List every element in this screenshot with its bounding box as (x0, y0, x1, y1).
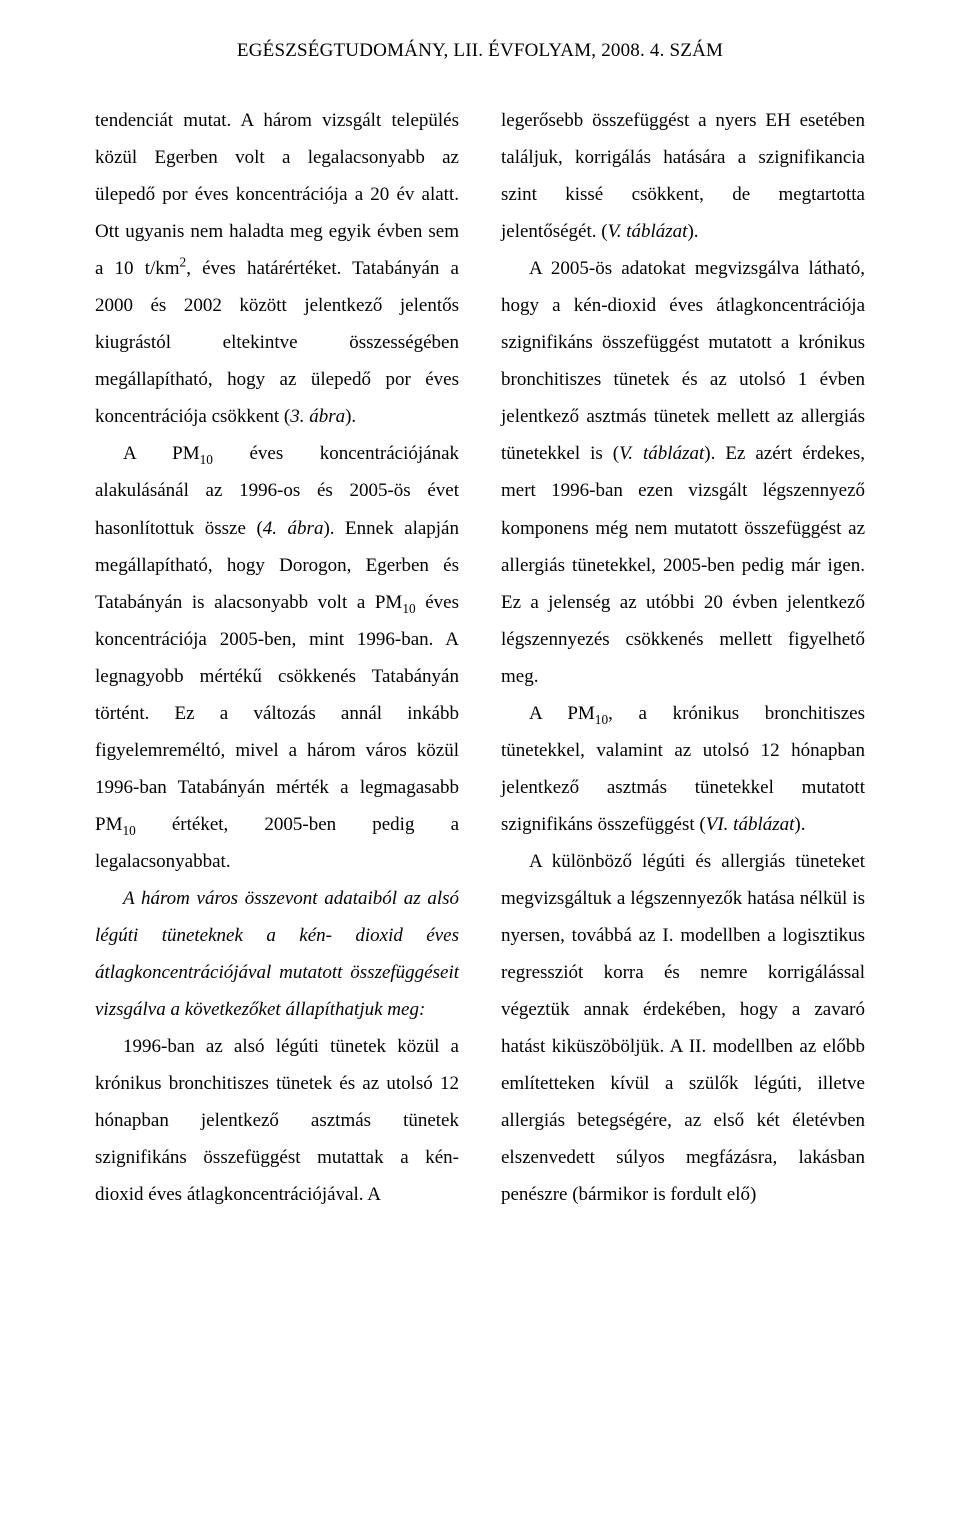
page-header: EGÉSZSÉGTUDOMÁNY, LII. ÉVFOLYAM, 2008. 4… (95, 40, 865, 62)
italic-ref-vtablazat: V. táblázat (619, 443, 704, 464)
text-span: 1996-ban az alsó légúti tünetek közül a … (95, 1036, 459, 1205)
header-text: EGÉSZSÉGTUDOMÁNY, LII. ÉVFOLYAM, 2008. 4… (237, 40, 723, 61)
left-paragraph-1: tendenciát mutat. A három vizsgált telep… (95, 102, 459, 435)
left-paragraph-2: A PM10 éves koncentrációjának alakulásán… (95, 435, 459, 880)
text-span: A különböző légúti és allergiás tüneteke… (501, 851, 865, 1205)
text-span: tendenciát mutat. A három vizsgált telep… (95, 110, 459, 279)
right-paragraph-4: A különböző légúti és allergiás tüneteke… (501, 843, 865, 1213)
two-column-layout: tendenciát mutat. A három vizsgált telep… (95, 102, 865, 1213)
italic-ref-4abra: 4. ábra (263, 518, 324, 539)
italic-ref-vitablazat: VI. táblázat (706, 814, 795, 835)
text-span: értéket, 2005-ben pedig a legalacsonyabb… (95, 814, 459, 872)
left-paragraph-3-italic: A három város összevont adataiból az als… (95, 880, 459, 1028)
text-span: ). Ez azért érdekes, mert 1996-ban ezen … (501, 443, 865, 686)
text-span: A PM (123, 443, 200, 464)
italic-ref-vtablazat: V. táblázat (608, 221, 688, 242)
subscript-10: 10 (595, 712, 608, 727)
text-span: A három város összevont adataiból az als… (95, 888, 459, 1020)
text-span: A 2005-ös adatokat megvizsgálva látható,… (501, 258, 865, 464)
text-span: ). (345, 406, 356, 427)
text-span: A PM (529, 703, 595, 724)
column-left: tendenciát mutat. A három vizsgált telep… (95, 102, 459, 1213)
column-right: legerősebb összefüggést a nyers EH eseté… (501, 102, 865, 1213)
subscript-10: 10 (122, 823, 135, 838)
left-paragraph-4: 1996-ban az alsó légúti tünetek közül a … (95, 1028, 459, 1213)
italic-ref-3abra: 3. ábra (290, 406, 345, 427)
text-span: éves koncentrációja 2005-ben, mint 1996-… (95, 592, 459, 835)
right-paragraph-1: legerősebb összefüggést a nyers EH eseté… (501, 102, 865, 250)
subscript-10: 10 (200, 452, 213, 467)
right-paragraph-3: A PM10, a krónikus bronchitiszes tünetek… (501, 695, 865, 843)
text-span: ). (687, 221, 698, 242)
right-paragraph-2: A 2005-ös adatokat megvizsgálva látható,… (501, 250, 865, 695)
text-span: , éves határértéket. Tatabányán a 2000 é… (95, 258, 459, 427)
subscript-10: 10 (402, 600, 415, 615)
text-span: ). (794, 814, 805, 835)
